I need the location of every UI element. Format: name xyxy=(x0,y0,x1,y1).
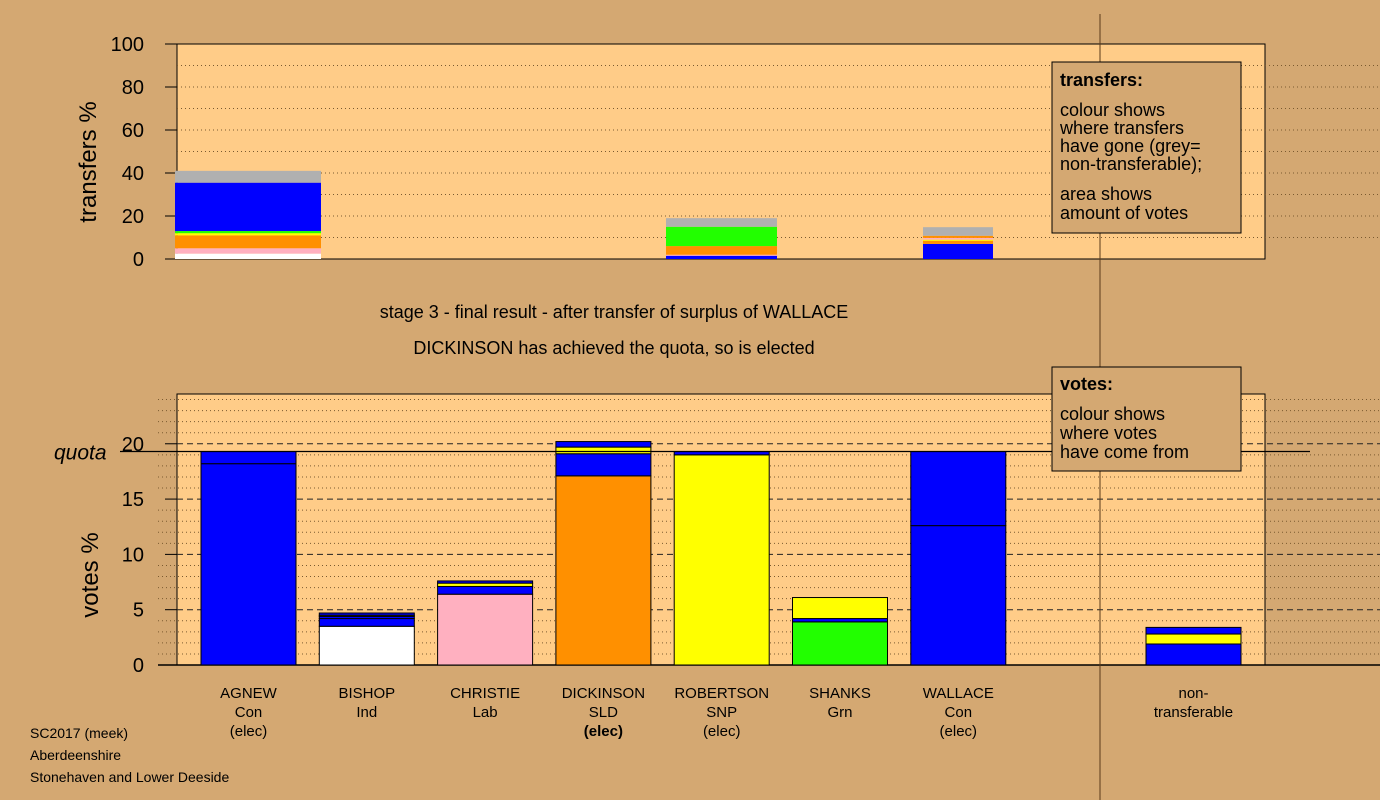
vote-segment-wallace xyxy=(910,525,1007,666)
candidate-party: Grn xyxy=(827,704,852,721)
transfers-y-tick-label: 0 xyxy=(133,249,144,271)
transfer-segment-wallace xyxy=(923,243,993,259)
candidate-name: ROBERTSON xyxy=(674,685,769,702)
candidate-party: Ind xyxy=(356,704,377,721)
candidate-name: DICKINSON xyxy=(562,685,645,702)
transfer-segment-robertson xyxy=(666,255,777,259)
candidate-status: (elec) xyxy=(703,723,741,740)
footer-line: SC2017 (meek) xyxy=(30,725,128,741)
footer-line: Stonehaven and Lower Deeside xyxy=(30,769,229,785)
transfers-y-axis-label: transfers % xyxy=(75,101,102,222)
vote-segment-shanks xyxy=(792,621,888,666)
transfer-segment-robertson xyxy=(666,246,777,255)
vote-segment-christie xyxy=(437,580,534,584)
transfer-segment-wallace xyxy=(923,235,993,238)
transfers-y-tick-label: 80 xyxy=(122,77,144,99)
vote-segment-dickinson xyxy=(555,475,652,666)
candidate-party: Con xyxy=(945,704,973,721)
vote-segment-nontransferable xyxy=(1145,633,1242,645)
candidate-name: WALLACE xyxy=(923,685,994,702)
transfer-segment-agnew xyxy=(175,170,321,183)
candidate-party: SNP xyxy=(706,704,737,721)
candidate-party: SLD xyxy=(589,704,618,721)
transfer-segment-agnew xyxy=(175,182,321,232)
votes-legend-line: have come from xyxy=(1060,442,1189,462)
quota-label: quota xyxy=(54,442,107,465)
transfer-segment-agnew xyxy=(175,231,321,234)
votes-y-tick-label: 5 xyxy=(133,600,144,622)
candidate-status: (elec) xyxy=(584,723,623,740)
transfer-segment-robertson xyxy=(666,226,777,247)
vote-segment-christie xyxy=(437,585,534,595)
vote-segment-wallace xyxy=(910,451,1007,527)
votes-legend-line: where votes xyxy=(1059,423,1157,443)
transfer-segment-wallace xyxy=(923,237,993,240)
vote-segment-christie xyxy=(437,593,534,666)
candidate-name: BISHOP xyxy=(338,685,395,702)
vote-segment-bishop xyxy=(318,625,415,666)
transfers-legend-line: amount of votes xyxy=(1060,203,1188,223)
votes-legend-line: colour shows xyxy=(1060,404,1165,424)
transfer-segment-wallace xyxy=(923,227,993,236)
votes-legend: votes: colour shows where votes have com… xyxy=(1051,366,1242,472)
candidate-party: Lab xyxy=(473,704,498,721)
transfers-legend-line: non-transferable); xyxy=(1060,154,1202,174)
transfer-segment-wallace xyxy=(923,239,993,241)
transfer-segment-robertson xyxy=(666,218,777,227)
votes-y-tick-label: 0 xyxy=(133,655,144,677)
transfer-segment-robertson xyxy=(666,254,777,256)
votes-y-tick-label: 15 xyxy=(122,489,144,511)
transfers-legend-title: transfers: xyxy=(1060,70,1143,90)
candidate-name: CHRISTIE xyxy=(450,685,520,702)
candidate-status: (elec) xyxy=(940,723,978,740)
votes-y-axis-label: votes % xyxy=(77,532,104,617)
vote-segment-robertson xyxy=(673,454,770,666)
nontransferable-label: transferable xyxy=(1154,704,1233,721)
stage-title: stage 3 - final result - after transfer … xyxy=(380,302,849,322)
stage-subtitle: DICKINSON has achieved the quota, so is … xyxy=(413,338,814,358)
vote-segment-agnew xyxy=(200,463,297,666)
vote-segment-dickinson xyxy=(555,453,652,477)
nontransferable-label: non- xyxy=(1178,685,1208,702)
transfers-legend-line: have gone (grey= xyxy=(1060,136,1201,156)
transfer-segment-agnew xyxy=(175,253,321,259)
transfer-segment-wallace xyxy=(923,240,993,244)
vote-segment-nontransferable xyxy=(1145,643,1242,666)
votes-legend-title: votes: xyxy=(1060,374,1113,394)
candidate-name: AGNEW xyxy=(220,685,278,702)
transfers-y-tick-label: 20 xyxy=(122,206,144,228)
vote-segment-nontransferable xyxy=(1145,626,1242,635)
vote-segment-bishop xyxy=(318,612,415,616)
votes-y-tick-label: 10 xyxy=(122,544,144,566)
vote-segment-dickinson xyxy=(555,446,652,455)
vote-segment-shanks xyxy=(792,597,888,620)
transfers-legend: transfers: colour shows where transfers … xyxy=(1051,61,1242,234)
candidate-name: SHANKS xyxy=(809,685,871,702)
candidate-status: (elec) xyxy=(230,723,268,740)
transfers-y-tick-label: 60 xyxy=(122,120,144,142)
transfer-segment-agnew xyxy=(175,248,321,254)
transfers-legend-line: where transfers xyxy=(1059,118,1184,138)
transfer-segment-agnew xyxy=(175,233,321,236)
transfers-legend-line: colour shows xyxy=(1060,100,1165,120)
vote-segment-dickinson xyxy=(555,441,652,448)
vote-segment-bishop xyxy=(318,618,415,627)
transfers-y-tick-label: 40 xyxy=(122,163,144,185)
transfer-segment-agnew xyxy=(175,235,321,249)
votes-y-tick-label: 20 xyxy=(122,434,144,456)
footer-line: Aberdeenshire xyxy=(30,747,121,763)
vote-segment-agnew xyxy=(200,451,297,465)
candidate-party: Con xyxy=(235,704,263,721)
transfers-legend-line: area shows xyxy=(1060,184,1152,204)
transfers-y-tick-label: 100 xyxy=(111,34,144,56)
